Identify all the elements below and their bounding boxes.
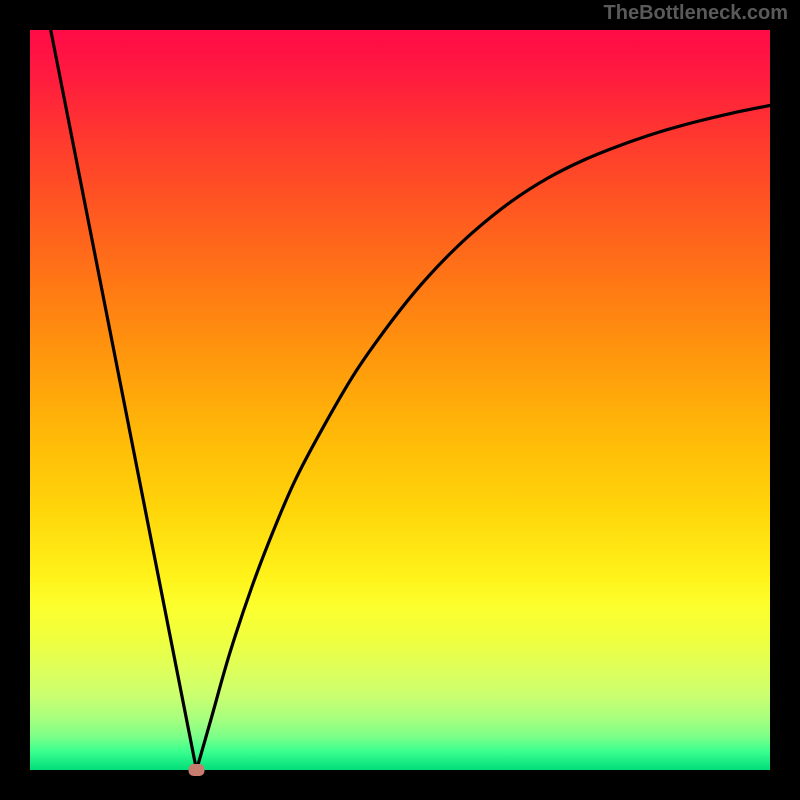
vertex-marker [189,764,205,776]
chart-container: TheBottleneck.com [0,0,800,800]
plot-background [30,30,770,770]
chart-svg [0,0,800,800]
